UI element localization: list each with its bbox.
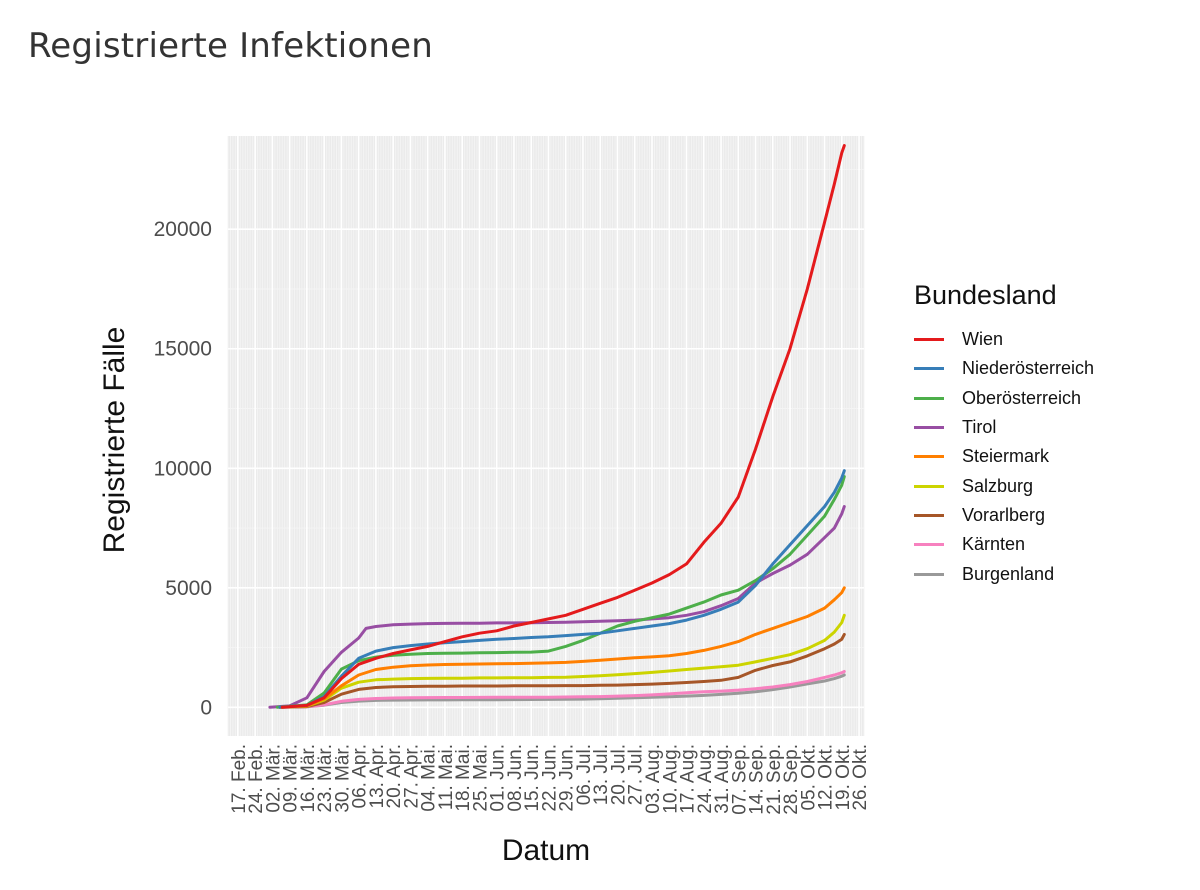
x-tick-label: 16. Mär. bbox=[298, 744, 319, 813]
series-line bbox=[280, 673, 846, 709]
legend-label: Steiermark bbox=[962, 446, 1050, 467]
legend-key bbox=[914, 367, 944, 371]
legend-item: Salzburg bbox=[914, 471, 1094, 500]
x-axis-title: Datum bbox=[502, 834, 590, 867]
major-gridlines bbox=[228, 136, 864, 736]
legend-item: Vorarlberg bbox=[914, 501, 1094, 530]
x-tick-label: 24. Feb. bbox=[246, 744, 267, 814]
legend-label: Burgenland bbox=[962, 563, 1055, 584]
legend-item: Steiermark bbox=[914, 442, 1094, 471]
y-tick-label: 10000 bbox=[154, 457, 212, 480]
x-tick-label: 20. Apr. bbox=[384, 744, 405, 808]
x-tick-label: 17. Feb. bbox=[229, 744, 250, 814]
x-tick-label: 26. Okt. bbox=[850, 744, 871, 811]
legend-label: Tirol bbox=[962, 417, 997, 438]
legend-key bbox=[914, 338, 944, 342]
series-line bbox=[278, 613, 846, 709]
legend-key bbox=[914, 572, 944, 576]
legend-key bbox=[914, 455, 944, 459]
x-tick-label: 24. Aug. bbox=[695, 744, 716, 814]
x-tick-label: 21. Sep. bbox=[764, 744, 785, 815]
series-line bbox=[278, 469, 846, 709]
legend-label: Niederösterreich bbox=[962, 358, 1095, 379]
y-tick-label: 15000 bbox=[154, 338, 212, 361]
legend-label: Kärnten bbox=[962, 534, 1026, 555]
series-line bbox=[280, 144, 846, 709]
x-tick-label: 19. Okt. bbox=[833, 744, 854, 811]
series-line bbox=[280, 670, 846, 709]
x-axis-tick-labels: 17. Feb.24. Feb.02. Mär.09. Mär.16. Mär.… bbox=[229, 744, 871, 815]
x-tick-label: 22. Jun. bbox=[539, 744, 560, 812]
x-tick-label: 27. Jul. bbox=[626, 744, 647, 805]
legend-item: Niederösterreich bbox=[914, 354, 1094, 383]
x-tick-label: 14. Sep. bbox=[747, 744, 768, 815]
x-tick-label: 06. Jul. bbox=[574, 744, 595, 805]
x-tick-label: 01. Jun. bbox=[488, 744, 509, 812]
legend-key bbox=[914, 396, 944, 400]
x-tick-label: 27. Apr. bbox=[401, 744, 422, 808]
x-tick-label: 07. Sep. bbox=[729, 744, 750, 815]
legend-label: Oberösterreich bbox=[962, 387, 1082, 408]
legend-item: Oberösterreich bbox=[914, 384, 1094, 413]
x-tick-label: 31. Aug. bbox=[712, 744, 733, 814]
x-tick-label: 18. Mai. bbox=[453, 744, 474, 812]
x-tick-label: 05. Okt. bbox=[798, 744, 819, 811]
x-tick-label: 13. Apr. bbox=[367, 744, 388, 808]
x-tick-label: 04. Mai. bbox=[419, 744, 440, 812]
series-line bbox=[268, 505, 846, 709]
series-line bbox=[278, 586, 846, 709]
x-tick-label: 15. Jun. bbox=[522, 744, 543, 812]
legend-key bbox=[914, 513, 944, 517]
x-tick-label: 06. Apr. bbox=[350, 744, 371, 808]
y-tick-label: 0 bbox=[200, 696, 212, 719]
legend-key bbox=[914, 543, 944, 547]
x-tick-label: 10. Aug. bbox=[660, 744, 681, 814]
y-tick-label: 5000 bbox=[165, 577, 212, 600]
y-axis-tick-labels: 0 5000 10000 15000 20000 bbox=[154, 218, 212, 719]
x-tick-label: 08. Jun. bbox=[505, 744, 526, 812]
page-title: Registrierte Infektionen bbox=[28, 26, 434, 66]
series-line bbox=[278, 632, 846, 709]
legend-item: Tirol bbox=[914, 413, 1094, 442]
legend-item: Burgenland bbox=[914, 559, 1094, 588]
x-tick-label: 11. Mai. bbox=[436, 744, 457, 810]
legend-item: Wien bbox=[914, 325, 1094, 354]
legend-title: Bundesland bbox=[914, 280, 1057, 310]
x-tick-label: 13. Jul. bbox=[591, 744, 612, 805]
legend-label: Salzburg bbox=[962, 475, 1034, 496]
x-tick-label: 28. Sep. bbox=[781, 744, 802, 815]
x-tick-label: 09. Mär. bbox=[281, 744, 302, 813]
y-tick-label: 20000 bbox=[154, 218, 212, 241]
x-tick-label: 25. Mai. bbox=[470, 744, 491, 812]
x-tick-label: 20. Jul. bbox=[608, 744, 629, 805]
x-tick-label: 02. Mär. bbox=[263, 744, 284, 813]
series-lines bbox=[268, 144, 846, 709]
legend-item: Kärnten bbox=[914, 530, 1094, 559]
x-tick-label: 03. Aug. bbox=[643, 744, 664, 814]
x-tick-label: 17. Aug. bbox=[678, 744, 699, 814]
y-axis-title: Registrierte Fälle bbox=[98, 327, 131, 554]
legend-label: Wien bbox=[962, 329, 1004, 350]
legend: Bundesland Wien Niederösterreich Oberöster… bbox=[914, 280, 1094, 589]
x-tick-label: 23. Mär. bbox=[315, 744, 336, 813]
legend-items: Wien Niederösterreich Oberösterreich Tirol S… bbox=[914, 325, 1094, 589]
x-tick-label: 29. Jun. bbox=[557, 744, 578, 812]
legend-key bbox=[914, 426, 944, 430]
legend-label: Vorarlberg bbox=[962, 504, 1046, 525]
x-tick-label: 30. Mär. bbox=[332, 744, 353, 813]
legend-key bbox=[914, 484, 944, 488]
x-tick-label: 12. Okt. bbox=[816, 744, 837, 811]
